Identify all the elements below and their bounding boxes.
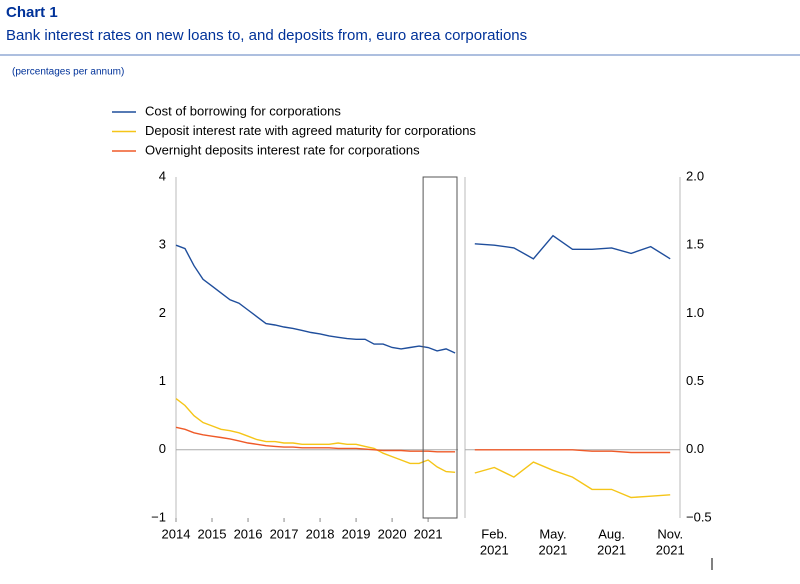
y-tick-label: 2	[159, 305, 166, 320]
y2-tick-label: 1.5	[686, 237, 704, 252]
x-tick-label: May.	[539, 526, 566, 541]
y-tick-label: 0	[159, 441, 166, 456]
chart-label: Chart 1	[6, 4, 58, 21]
series-line	[474, 234, 671, 260]
series-line	[175, 426, 456, 453]
series-line	[175, 244, 456, 354]
x-tick-label: Nov.	[657, 526, 683, 541]
x-tick-label: 2019	[342, 526, 371, 541]
y-tick-label: 3	[159, 237, 166, 252]
x-tick-label: 2021	[656, 542, 685, 557]
y2-tick-label: 1.0	[686, 305, 704, 320]
y-tick-label: 1	[159, 373, 166, 388]
legend-label: Cost of borrowing for corporations	[145, 103, 341, 118]
x-tick-label: 2017	[270, 526, 299, 541]
y2-tick-label: −0.5	[686, 509, 712, 524]
x-tick-label: 2018	[306, 526, 335, 541]
x-tick-label: 2020	[378, 526, 407, 541]
y2-tick-label: 0.0	[686, 441, 704, 456]
y-tick-label: 4	[159, 168, 166, 183]
y2-tick-label: 2.0	[686, 168, 704, 183]
x-tick-label: 2021	[414, 526, 443, 541]
x-tick-label: 2021	[480, 542, 509, 557]
y2-tick-label: 0.5	[686, 373, 704, 388]
series-line	[175, 398, 456, 473]
x-tick-label: Feb.	[481, 526, 507, 541]
x-tick-label: 2021	[597, 542, 626, 557]
legend-label: Overnight deposits interest rate for cor…	[145, 142, 420, 157]
series-line	[474, 449, 671, 454]
x-tick-label: Aug.	[598, 526, 625, 541]
x-tick-label: 2016	[234, 526, 263, 541]
series-line	[474, 461, 671, 499]
x-tick-label: 2021	[538, 542, 567, 557]
y-tick-label: −1	[151, 509, 166, 524]
x-tick-label: 2014	[162, 526, 191, 541]
legend-label: Deposit interest rate with agreed maturi…	[145, 123, 476, 138]
unit-note: (percentages per annum)	[12, 67, 124, 78]
highlight-box	[422, 176, 458, 519]
chart-title: Bank interest rates on new loans to, and…	[6, 27, 527, 44]
x-tick-label: 2015	[198, 526, 227, 541]
